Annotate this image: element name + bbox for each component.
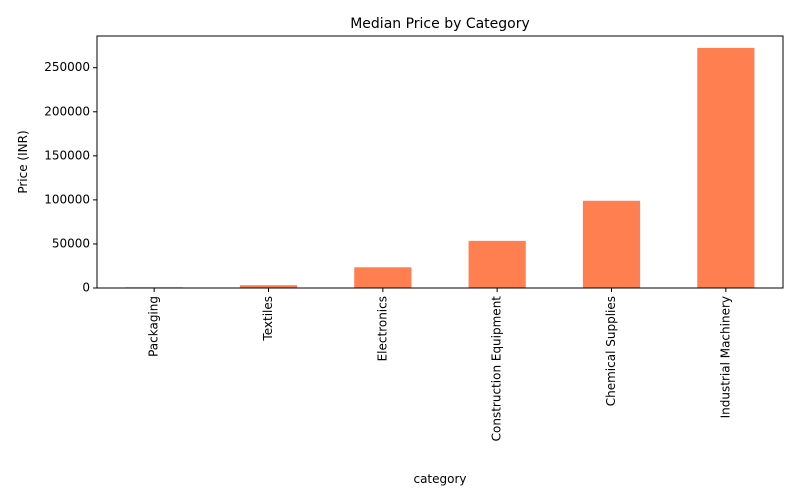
x-tick-label: Electronics bbox=[375, 296, 389, 361]
x-tick-label: Industrial Machinery bbox=[718, 296, 732, 418]
bar-chemical-supplies bbox=[582, 200, 641, 288]
bar-electronics bbox=[354, 267, 412, 288]
bar-industrial-machinery bbox=[697, 47, 755, 289]
y-axis-ticks: 0 50000 100000 150000 200000 250000 bbox=[44, 60, 97, 295]
y-tick-label: 200000 bbox=[44, 104, 90, 118]
y-tick-label: 250000 bbox=[44, 60, 90, 74]
chart-title: Median Price by Category bbox=[350, 16, 530, 32]
y-tick-label: 0 bbox=[82, 281, 90, 295]
y-tick-label: 50000 bbox=[52, 236, 90, 250]
y-tick-label: 100000 bbox=[44, 192, 90, 206]
bar-textiles bbox=[239, 285, 298, 288]
y-tick-label: 150000 bbox=[44, 148, 90, 162]
x-axis-ticks: Packaging Textiles Electronics Construction… bbox=[147, 288, 732, 442]
x-axis-label: category bbox=[413, 472, 466, 486]
plot-frame bbox=[96, 35, 784, 289]
x-tick-label: Construction Equipment bbox=[490, 296, 504, 442]
bars-group bbox=[125, 47, 755, 289]
x-tick-label: Textiles bbox=[261, 296, 275, 342]
bar-construction-equipment bbox=[468, 240, 526, 288]
x-tick-label: Chemical Supplies bbox=[604, 296, 618, 406]
y-axis-label: Price (INR) bbox=[16, 130, 30, 193]
x-tick-label: Packaging bbox=[147, 296, 161, 357]
